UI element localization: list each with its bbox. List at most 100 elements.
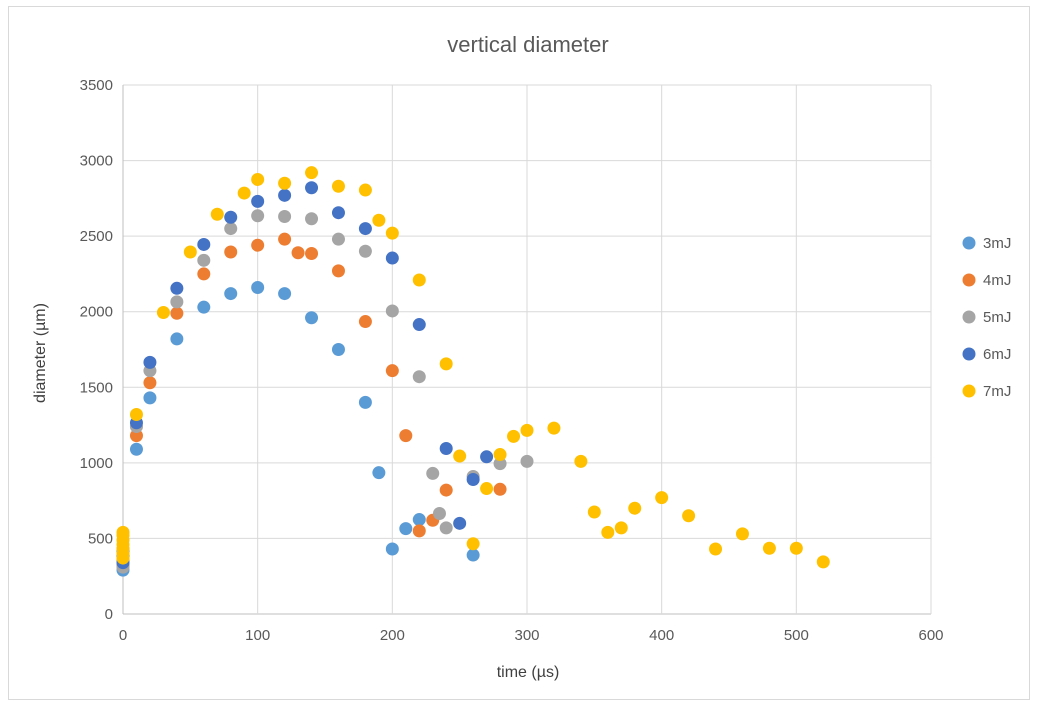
- x-tick-label: 200: [380, 627, 405, 644]
- data-point: [601, 525, 615, 539]
- legend-item: 5mJ: [962, 309, 1011, 326]
- data-point: [358, 183, 372, 197]
- y-tick-label: 500: [88, 530, 113, 547]
- legend-marker: [962, 347, 976, 361]
- data-point: [453, 516, 467, 530]
- data-point: [816, 555, 830, 569]
- data-point: [466, 548, 480, 562]
- data-point: [305, 311, 319, 325]
- data-point: [439, 357, 453, 371]
- data-point: [412, 524, 426, 538]
- data-point: [385, 304, 399, 318]
- y-tick-label: 3000: [80, 153, 113, 170]
- data-point: [439, 483, 453, 497]
- data-point: [466, 537, 480, 551]
- data-point: [143, 376, 157, 390]
- data-point: [305, 166, 319, 180]
- data-point: [412, 370, 426, 384]
- data-point: [251, 281, 265, 295]
- data-point: [129, 407, 143, 421]
- x-tick-label: 300: [514, 627, 539, 644]
- data-point: [331, 264, 345, 278]
- data-point: [331, 179, 345, 193]
- data-point: [129, 429, 143, 443]
- data-point: [493, 482, 507, 496]
- chart-title: vertical diameter: [447, 32, 608, 57]
- data-point: [682, 509, 696, 523]
- data-point: [453, 449, 467, 463]
- data-point: [399, 522, 413, 536]
- legend-marker: [962, 310, 976, 324]
- chart-frame: vertical diameter 0 500 1000 1500 2000 2500 30…: [8, 6, 1030, 700]
- data-point: [170, 295, 184, 309]
- data-point: [385, 542, 399, 556]
- data-point: [614, 521, 628, 535]
- data-point: [143, 391, 157, 405]
- data-point: [278, 232, 292, 246]
- y-tick-label: 3500: [80, 77, 113, 94]
- data-point: [143, 355, 157, 369]
- data-point: [587, 505, 601, 519]
- data-point: [735, 527, 749, 541]
- data-point: [251, 172, 265, 186]
- data-point: [358, 315, 372, 329]
- data-point: [432, 506, 446, 520]
- data-point: [156, 305, 170, 319]
- data-point: [224, 222, 238, 236]
- data-point: [493, 448, 507, 462]
- data-point: [116, 525, 130, 539]
- data-point: [358, 395, 372, 409]
- data-point: [224, 287, 238, 301]
- series-5mJ: [116, 209, 534, 574]
- legend-label: 6mJ: [983, 346, 1011, 363]
- data-point: [480, 450, 494, 464]
- data-point: [237, 186, 251, 200]
- y-tick-label: 2500: [80, 228, 113, 245]
- data-point: [278, 287, 292, 301]
- data-point: [628, 501, 642, 515]
- data-point: [399, 429, 413, 443]
- data-point: [331, 232, 345, 246]
- y-tick-label: 0: [105, 606, 113, 623]
- legend-label: 7mJ: [983, 383, 1011, 400]
- data-point: [278, 188, 292, 202]
- data-point: [789, 541, 803, 555]
- legend: 3mJ 4mJ 5mJ 6mJ 7mJ: [962, 235, 1011, 400]
- x-axis-ticks: 0 100 200 300 400 500 600: [119, 627, 944, 644]
- legend-marker: [962, 236, 976, 250]
- data-point: [480, 482, 494, 496]
- data-point: [439, 441, 453, 455]
- data-point: [291, 246, 305, 260]
- x-tick-label: 400: [649, 627, 674, 644]
- data-point: [547, 421, 561, 435]
- data-point: [331, 343, 345, 356]
- data-points: [116, 166, 830, 577]
- data-point: [170, 306, 184, 320]
- data-point: [372, 213, 386, 227]
- data-point: [520, 423, 534, 437]
- data-point: [251, 238, 265, 252]
- x-axis-title: time (µs): [497, 664, 560, 681]
- legend-item: 6mJ: [962, 346, 1011, 363]
- data-point: [439, 521, 453, 535]
- data-point: [412, 513, 426, 527]
- legend-label: 5mJ: [983, 309, 1011, 326]
- gridlines: [122, 84, 932, 615]
- data-point: [197, 267, 211, 281]
- data-point: [305, 181, 319, 195]
- data-point: [762, 541, 776, 555]
- data-point: [385, 251, 399, 265]
- x-tick-label: 100: [245, 627, 270, 644]
- data-point: [520, 454, 534, 468]
- data-point: [574, 454, 588, 468]
- scatter-chart: vertical diameter 0500100015002000250030…: [32, 32, 1011, 681]
- y-tick-label: 1000: [80, 455, 113, 472]
- y-axis-ticks: 0 500 1000 1500 2000 2500 3000 3500: [80, 77, 113, 623]
- data-point: [358, 244, 372, 258]
- data-point: [493, 457, 507, 471]
- data-point: [170, 332, 184, 346]
- data-point: [251, 209, 265, 223]
- data-point: [426, 466, 440, 480]
- data-point: [305, 212, 319, 226]
- legend-marker: [962, 384, 976, 398]
